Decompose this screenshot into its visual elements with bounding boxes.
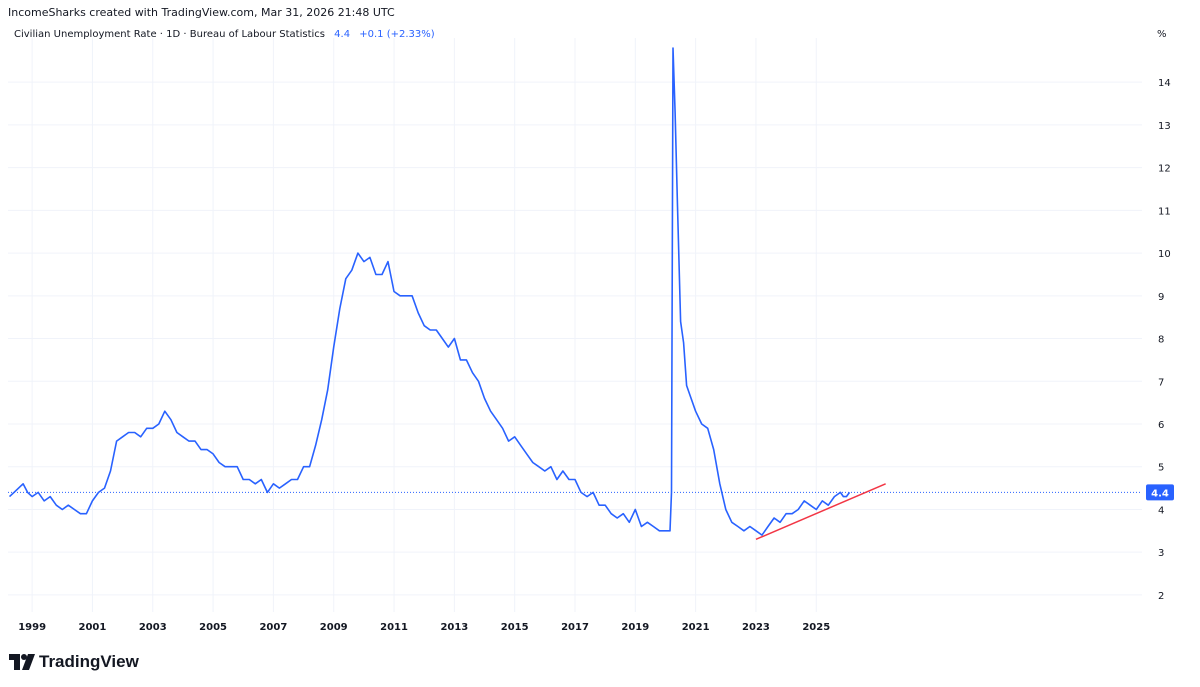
y-tick-label: 12 bbox=[1158, 164, 1171, 175]
x-tick-label: 2015 bbox=[501, 622, 529, 633]
x-tick-label: 2025 bbox=[802, 622, 830, 633]
trendline-annotation[interactable] bbox=[755, 483, 886, 541]
y-tick-label: 4 bbox=[1158, 505, 1164, 516]
tradingview-logo-icon bbox=[9, 654, 35, 670]
series-last-value: 4.4 bbox=[334, 29, 351, 40]
y-tick-label: 11 bbox=[1158, 206, 1171, 217]
price-axis[interactable]: 2 3 4 5 6 7 8 9 10 11 12 13 14 bbox=[1158, 78, 1171, 602]
last-price-label: 4.4 bbox=[1146, 484, 1174, 501]
time-axis[interactable]: 1999 2001 2003 2005 2007 2009 2011 2013 2015 2017… bbox=[18, 622, 830, 633]
x-tick-label: 2021 bbox=[682, 622, 710, 633]
last-price-label-bg bbox=[1146, 484, 1174, 501]
y-tick-label: 2 bbox=[1158, 591, 1164, 602]
x-tick-label: 2017 bbox=[561, 622, 589, 633]
price-axis-unit: % bbox=[1157, 29, 1167, 40]
x-tick-label: 2007 bbox=[259, 622, 287, 633]
y-tick-label: 10 bbox=[1158, 249, 1171, 260]
y-tick-label: 13 bbox=[1158, 121, 1171, 132]
x-tick-label: 2009 bbox=[320, 622, 348, 633]
y-tick-label: 7 bbox=[1158, 377, 1164, 388]
grid-layer bbox=[8, 38, 1142, 612]
x-tick-label: 2019 bbox=[621, 622, 649, 633]
brand-name: TradingView bbox=[39, 652, 139, 671]
x-tick-label: 2005 bbox=[199, 622, 227, 633]
x-tick-label: 2023 bbox=[742, 622, 770, 633]
x-tick-label: 1999 bbox=[18, 622, 46, 633]
last-price-label-text: 4.4 bbox=[1151, 488, 1169, 499]
y-tick-label: 8 bbox=[1158, 335, 1164, 346]
y-tick-label: 5 bbox=[1158, 463, 1164, 474]
y-tick-label: 6 bbox=[1158, 420, 1164, 431]
x-tick-label: 2001 bbox=[79, 622, 107, 633]
x-tick-label: 2003 bbox=[139, 622, 167, 633]
chart-canvas[interactable]: 2 3 4 5 6 7 8 9 10 11 12 13 14 1999 2001 2003 2005 2007 2… bbox=[0, 0, 1200, 645]
x-tick-label: 2011 bbox=[380, 622, 408, 633]
series-legend[interactable]: Civilian Unemployment Rate · 1D · Bureau… bbox=[14, 29, 435, 40]
y-tick-label: 14 bbox=[1158, 78, 1171, 89]
x-tick-label: 2013 bbox=[440, 622, 468, 633]
y-tick-label: 9 bbox=[1158, 292, 1164, 303]
tradingview-brand[interactable]: TradingView bbox=[9, 652, 139, 672]
series-symbol-label: Civilian Unemployment Rate · 1D · Bureau… bbox=[14, 29, 325, 40]
chart-attribution: IncomeSharks created with TradingView.co… bbox=[8, 6, 395, 19]
unemployment-series-line bbox=[8, 47, 851, 536]
series-change: +0.1 (+2.33%) bbox=[359, 29, 435, 40]
y-tick-label: 3 bbox=[1158, 548, 1164, 559]
